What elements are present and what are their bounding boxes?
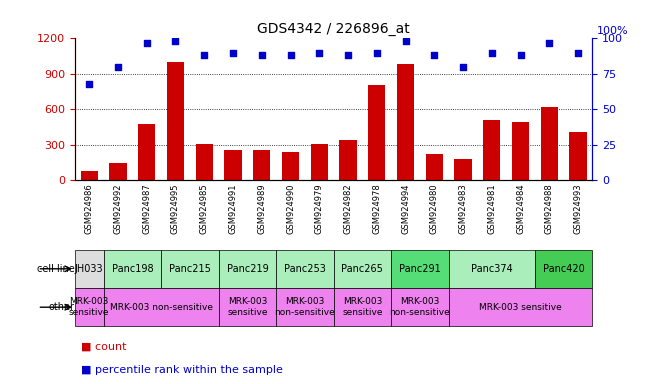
Bar [75,288,104,326]
Point [314,50,324,56]
Point [343,52,353,58]
Point [516,52,526,58]
Point [141,40,152,46]
Text: Panc253: Panc253 [284,264,326,274]
Text: Panc265: Panc265 [342,264,383,274]
Point [228,50,238,56]
Text: MRK-003
non-sensitive: MRK-003 non-sensitive [389,298,450,317]
Bar [75,250,104,288]
Bar [276,250,333,288]
Text: Panc215: Panc215 [169,264,211,274]
Bar [282,152,299,180]
Text: Panc420: Panc420 [543,264,585,274]
Bar [225,150,242,180]
Text: MRK-003
sensitive: MRK-003 sensitive [342,298,383,317]
Point [544,40,555,46]
Point [486,50,497,56]
Text: Panc198: Panc198 [111,264,153,274]
Bar [391,250,449,288]
Text: Panc219: Panc219 [227,264,268,274]
Point [372,50,382,56]
Bar [138,124,156,180]
Point [429,52,439,58]
Bar [454,159,471,180]
Point [458,64,468,70]
Bar [276,288,333,326]
Text: ■ count: ■ count [81,342,127,352]
Bar [397,65,414,180]
Bar [449,288,592,326]
Text: other: other [49,302,75,312]
Bar [483,120,501,180]
Bar [219,250,276,288]
Point [285,52,296,58]
Bar [540,107,558,180]
Text: MRK-003
sensitive: MRK-003 sensitive [69,298,109,317]
Text: Panc374: Panc374 [471,264,512,274]
Bar [104,250,161,288]
Point [573,50,583,56]
Title: GDS4342 / 226896_at: GDS4342 / 226896_at [257,22,410,36]
Bar [219,288,276,326]
Bar [104,288,219,326]
Bar [535,250,592,288]
Bar [311,144,328,180]
Text: MRK-003
sensitive: MRK-003 sensitive [227,298,268,317]
Point [400,38,411,44]
Bar [253,150,270,180]
Text: MRK-003
non-sensitive: MRK-003 non-sensitive [275,298,335,317]
Bar [333,288,391,326]
Bar [333,250,391,288]
Bar [81,171,98,180]
Bar [167,62,184,180]
Point [113,64,123,70]
Point [171,38,181,44]
Text: JH033: JH033 [75,264,104,274]
Bar [512,122,529,180]
Text: 100%: 100% [596,26,628,36]
Bar [339,140,357,180]
Point [199,52,210,58]
Bar [570,132,587,180]
Bar [449,250,535,288]
Text: cell line: cell line [37,264,75,274]
Bar [195,144,213,180]
Text: ■ percentile rank within the sample: ■ percentile rank within the sample [81,365,283,375]
Text: Panc291: Panc291 [399,264,441,274]
Bar [426,154,443,180]
Text: MRK-003 non-sensitive: MRK-003 non-sensitive [109,303,213,312]
Bar [161,250,219,288]
Bar [109,163,126,180]
Bar [368,84,385,180]
Point [256,52,267,58]
Bar [391,288,449,326]
Point [84,81,94,87]
Text: MRK-003 sensitive: MRK-003 sensitive [479,303,562,312]
